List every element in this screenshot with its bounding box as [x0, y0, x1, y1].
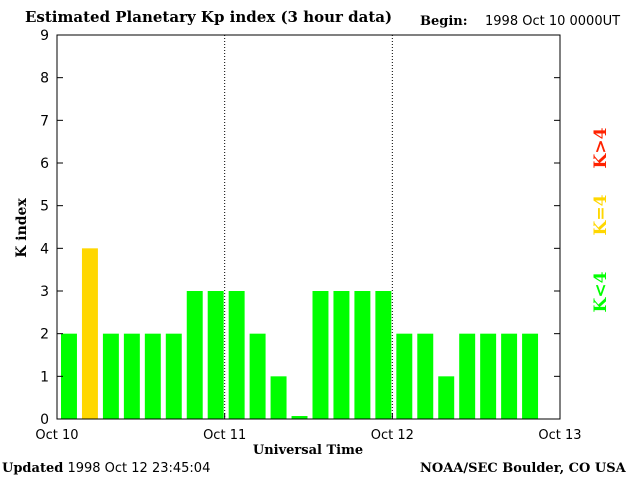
kp-bar — [207, 291, 224, 419]
kp-bar — [480, 333, 497, 419]
chart-title: Estimated Planetary Kp index (3 hour dat… — [25, 8, 393, 26]
y-tick-label: 4 — [40, 241, 49, 257]
legend: K>4 K=4 K<4 — [591, 127, 611, 312]
kp-bar — [270, 376, 287, 419]
x-axis-label: Universal Time — [253, 443, 363, 458]
source-credit: NOAA/SEC Boulder, CO USA — [420, 461, 626, 476]
kp-bar — [123, 333, 140, 419]
x-axis-ticks: Oct 10 Oct 11 Oct 12 Oct 13 — [35, 413, 582, 443]
updated-value: 1998 Oct 12 23:45:04 — [67, 461, 211, 476]
kp-bar — [438, 376, 455, 419]
x-tick-label: Oct 10 — [35, 428, 78, 443]
kp-bar — [459, 333, 476, 419]
begin-label: Begin: — [420, 14, 468, 29]
y-tick-label: 8 — [40, 71, 49, 87]
plot-frame — [56, 34, 561, 420]
x-tick-label: Oct 12 — [371, 428, 414, 443]
kp-bar — [396, 333, 413, 419]
y-tick-label: 1 — [40, 369, 49, 385]
y-tick-label: 5 — [40, 199, 49, 215]
kp-bar — [165, 333, 182, 419]
y-tick-label: 2 — [40, 327, 49, 343]
y-tick-label: 3 — [40, 284, 49, 300]
kp-bar — [144, 333, 161, 419]
kp-bar — [522, 333, 539, 419]
y-axis-ticks: 0 1 2 3 4 5 6 7 8 9 — [40, 28, 560, 428]
bars — [61, 248, 539, 419]
kp-bar — [102, 333, 119, 419]
kp-bar — [312, 291, 329, 419]
x-tick-label: Oct 13 — [538, 428, 581, 443]
kp-bar — [501, 333, 518, 419]
kp-bar — [354, 291, 371, 419]
begin-value: 1998 Oct 10 0000UT — [485, 14, 621, 29]
day-dividers — [224, 35, 393, 419]
kp-bar — [291, 416, 308, 419]
kp-bar — [81, 248, 98, 419]
kp-bar — [228, 291, 245, 419]
kp-bar — [61, 333, 77, 419]
x-tick-label: Oct 11 — [203, 428, 246, 443]
kp-bar — [375, 291, 392, 419]
legend-item: K<4 — [591, 271, 611, 312]
y-tick-label: 0 — [40, 412, 49, 428]
kp-bar — [333, 291, 350, 419]
kp-bar — [417, 333, 434, 419]
updated-timestamp: Updated 1998 Oct 12 23:45:04 — [2, 461, 210, 476]
legend-item: K=4 — [591, 194, 611, 235]
y-tick-label: 6 — [40, 156, 49, 172]
y-tick-label: 9 — [40, 28, 49, 44]
updated-label: Updated — [2, 461, 64, 476]
y-axis-label: K index — [14, 198, 30, 258]
kp-bar — [249, 333, 266, 419]
legend-item: K>4 — [591, 127, 611, 168]
kp-bar — [186, 291, 203, 419]
y-tick-label: 7 — [40, 113, 49, 129]
